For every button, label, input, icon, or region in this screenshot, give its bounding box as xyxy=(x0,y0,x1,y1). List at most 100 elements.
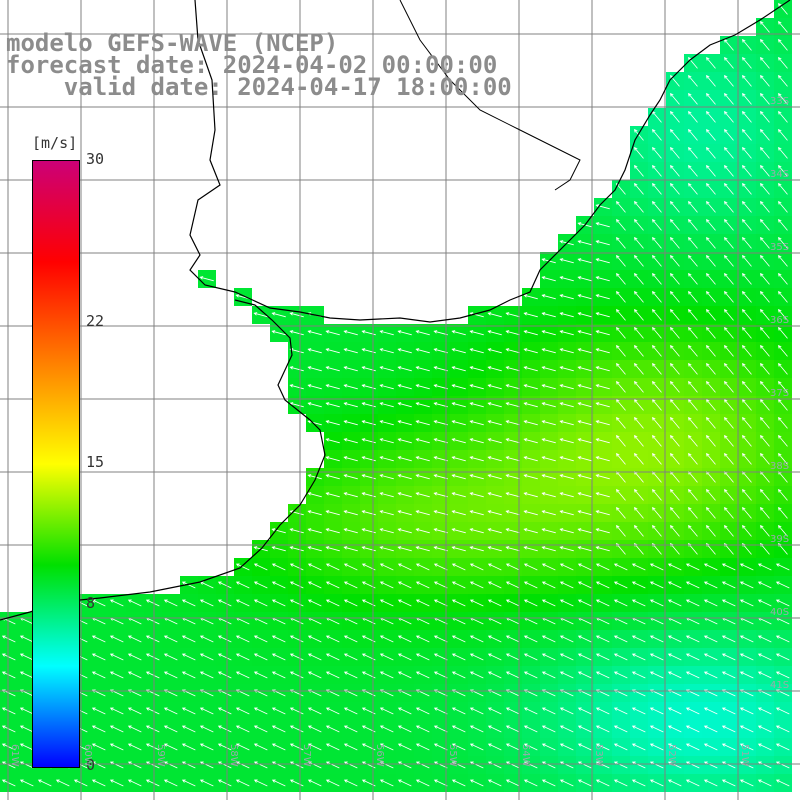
wind-arrow xyxy=(325,725,340,733)
wind-arrow xyxy=(433,707,448,715)
wind-arrow xyxy=(469,671,484,679)
wind-arrow xyxy=(687,308,698,321)
wind-arrow xyxy=(667,707,682,715)
wind-arrow xyxy=(669,506,680,519)
wind-arrow xyxy=(469,438,484,444)
wind-arrow xyxy=(687,182,698,195)
wind-arrow xyxy=(741,452,752,465)
wind-arrow xyxy=(397,330,412,336)
wind-arrow xyxy=(685,563,700,571)
wind-arrow xyxy=(397,635,412,643)
wind-arrow xyxy=(651,146,662,159)
wind-arrow xyxy=(705,182,716,195)
wind-arrow xyxy=(633,416,644,429)
wind-arrow xyxy=(307,635,322,643)
wind-arrow xyxy=(687,92,698,105)
wind-arrow xyxy=(181,653,196,661)
wind-arrow xyxy=(685,671,700,679)
wind-arrow xyxy=(759,92,770,105)
latitude-label: 35S xyxy=(770,242,790,253)
wind-arrow xyxy=(559,456,574,462)
wind-arrow xyxy=(361,510,376,516)
wind-arrow xyxy=(469,563,484,571)
wind-arrow xyxy=(777,434,788,447)
wind-arrow xyxy=(541,563,556,571)
wind-arrow xyxy=(325,546,340,552)
longitude-label: 56W xyxy=(374,744,385,767)
wind-arrow xyxy=(723,218,734,231)
wind-arrow xyxy=(667,779,682,787)
wind-arrow xyxy=(181,599,196,607)
wind-arrow xyxy=(559,384,574,390)
wind-arrow xyxy=(505,330,520,336)
wind-arrow xyxy=(739,653,754,661)
wind-arrow xyxy=(739,635,754,643)
wind-arrow xyxy=(523,420,538,426)
wind-arrow xyxy=(577,330,592,336)
wind-arrow xyxy=(343,653,358,661)
wind-arrow xyxy=(433,743,448,751)
wind-arrow xyxy=(541,707,556,715)
wind-arrow xyxy=(109,779,124,787)
wind-arrow xyxy=(487,528,502,534)
wind-arrow xyxy=(633,308,644,321)
wind-arrow xyxy=(777,254,788,267)
wind-arrow xyxy=(777,506,788,519)
wind-arrow xyxy=(705,56,716,69)
wind-arrow xyxy=(523,456,538,462)
wind-arrow xyxy=(759,74,770,87)
wind-arrow xyxy=(595,707,610,715)
wind-arrow xyxy=(109,653,124,661)
wind-arrow xyxy=(397,528,412,534)
wind-arrow xyxy=(577,546,592,552)
wind-arrow xyxy=(595,258,610,264)
wind-arrow xyxy=(343,635,358,643)
wind-arrow xyxy=(723,182,734,195)
wind-arrow xyxy=(669,182,680,195)
wind-arrow xyxy=(451,474,466,480)
wind-arrow xyxy=(505,635,520,643)
wind-arrow xyxy=(633,164,644,177)
wind-arrow xyxy=(723,416,734,429)
wind-arrow xyxy=(523,348,538,354)
wind-arrow xyxy=(325,420,340,426)
wind-arrow xyxy=(235,581,250,589)
wind-arrow xyxy=(615,290,626,303)
wind-arrow xyxy=(361,384,376,390)
wind-arrow xyxy=(739,599,754,607)
wind-arrow xyxy=(633,128,644,141)
wind-arrow xyxy=(759,308,770,321)
wind-arrow xyxy=(487,402,502,408)
wind-arrow xyxy=(163,671,178,679)
wind-arrow xyxy=(777,218,788,231)
wind-arrow xyxy=(397,581,412,589)
wind-arrow xyxy=(253,563,268,571)
wind-arrow xyxy=(379,384,394,390)
wind-arrow xyxy=(759,380,770,393)
colorbar-tick-label: 22 xyxy=(86,311,105,330)
longitude-label: 60W xyxy=(82,744,93,767)
wind-arrow xyxy=(577,312,592,318)
model-title: modelo GEFS-WAVE (NCEP) xyxy=(6,29,339,57)
wind-arrow xyxy=(235,743,250,751)
wind-arrow xyxy=(523,653,538,661)
wind-arrow xyxy=(433,779,448,787)
wind-arrow xyxy=(343,599,358,607)
wind-arrow xyxy=(109,743,124,751)
wind-arrow xyxy=(703,671,718,679)
wind-arrow xyxy=(505,707,520,715)
wind-arrow xyxy=(487,725,502,733)
wind-arrow xyxy=(1,743,16,751)
wind-arrow xyxy=(523,474,538,480)
wind-arrow xyxy=(181,581,196,589)
wind-arrow xyxy=(541,438,556,444)
wind-arrow xyxy=(741,290,752,303)
wind-arrow xyxy=(759,56,770,69)
wind-arrow xyxy=(775,743,790,751)
wind-arrow xyxy=(559,779,574,787)
wind-arrow xyxy=(163,635,178,643)
wind-arrow xyxy=(307,725,322,733)
wind-arrow xyxy=(595,599,610,607)
